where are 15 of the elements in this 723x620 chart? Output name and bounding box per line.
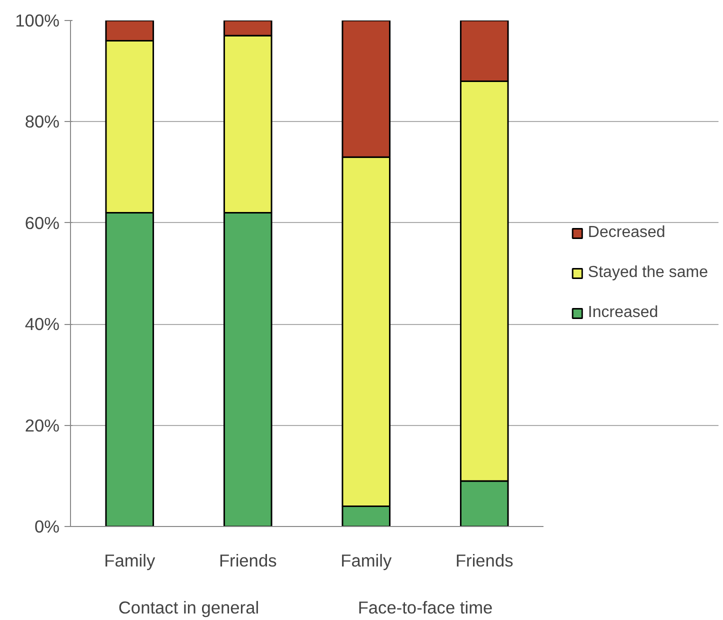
y-tick-label: 80% (24, 112, 60, 132)
legend-label: Stayed the same (588, 264, 708, 282)
text: Face-to-face time (358, 598, 493, 618)
y-tick-label: 20% (24, 415, 60, 436)
x-tick-label: Friends (218, 550, 278, 570)
y-tick-label: 100% (15, 10, 60, 30)
x-tick-label: Family (340, 550, 392, 570)
x-tick-label: Friends (455, 550, 514, 570)
legend-label: Increased (588, 304, 658, 322)
y-tick-label: 60% (24, 212, 60, 233)
x-tick-label: Family (104, 550, 156, 570)
text: Contact in general (118, 598, 260, 618)
legend-label: Decreased (588, 224, 666, 242)
y-tick-label: 0% (34, 516, 60, 536)
y-tick-label: 40% (24, 314, 60, 334)
